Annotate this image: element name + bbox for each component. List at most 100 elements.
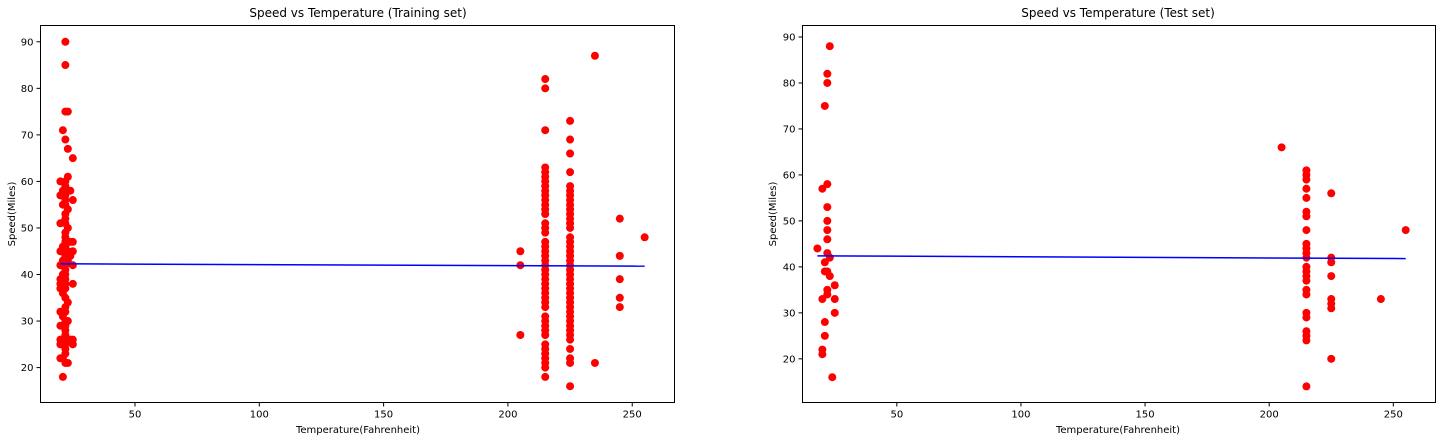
x-tick-label: 200 <box>1260 410 1279 421</box>
data-point <box>61 61 70 70</box>
regression-line <box>60 263 645 267</box>
data-point <box>541 331 550 340</box>
y-tick-label: 80 <box>783 78 796 89</box>
y-axis-label: Speed(Miles) <box>768 182 779 247</box>
data-point <box>566 358 575 367</box>
y-tick-label: 40 <box>21 270 34 281</box>
chart-training: Speed vs Temperature (Training set) 50 10… <box>7 6 675 436</box>
data-point <box>590 51 599 60</box>
data-point <box>541 210 550 218</box>
x-tick-label: 250 <box>623 410 642 421</box>
data-point <box>825 42 834 51</box>
data-point <box>541 126 550 135</box>
data-point <box>63 358 72 367</box>
chart-test: Speed vs Temperature (Test set) 50 100 150… <box>768 6 1436 436</box>
y-tick-label: 20 <box>21 363 34 374</box>
data-point <box>1327 354 1336 363</box>
data-point <box>1327 189 1336 198</box>
data-point <box>823 203 832 212</box>
y-tick-label: 90 <box>21 37 34 48</box>
data-point <box>566 168 575 177</box>
data-point <box>615 251 624 260</box>
data-point <box>1376 295 1385 304</box>
data-point <box>566 335 575 344</box>
data-point <box>823 216 832 225</box>
x-axis-label: Temperature(Fahrenheit) <box>1055 425 1180 436</box>
data-point <box>58 126 67 135</box>
data-point <box>813 244 822 253</box>
y-tick-label: 60 <box>21 177 34 188</box>
data-point <box>1302 175 1311 184</box>
data-point <box>1302 276 1311 285</box>
data-point <box>823 78 832 87</box>
data-point <box>590 358 599 367</box>
data-point <box>1327 272 1336 281</box>
data-point <box>830 308 839 317</box>
data-point <box>541 372 550 381</box>
data-point <box>640 233 649 242</box>
y-tick-label: 90 <box>783 32 796 43</box>
data-point <box>615 303 624 312</box>
x-tick-label: 50 <box>890 410 903 421</box>
data-point <box>820 101 829 110</box>
data-point <box>615 275 624 284</box>
data-point <box>68 340 77 349</box>
data-point <box>566 149 575 158</box>
plot-area: 50 100 150 200 250 20 30 40 50 60 70 80 90 <box>21 37 649 421</box>
data-point <box>823 69 832 78</box>
y-tick-label: 40 <box>783 262 796 273</box>
x-tick-label: 50 <box>129 410 142 421</box>
data-point <box>541 363 550 372</box>
data-point <box>820 258 829 267</box>
data-point <box>68 196 77 205</box>
chart-title: Speed vs Temperature (Test set) <box>1021 6 1215 20</box>
data-point <box>820 318 829 327</box>
data-point <box>61 135 70 144</box>
data-point <box>1302 226 1311 235</box>
data-point <box>63 144 72 153</box>
data-point <box>516 331 525 340</box>
plot-area: 50 100 150 200 250 20 30 40 50 60 70 80 90 <box>783 32 1410 421</box>
data-point <box>1302 336 1311 345</box>
y-tick-label: 20 <box>783 354 796 365</box>
data-point <box>1327 258 1336 267</box>
regression-line <box>817 255 1406 260</box>
data-point <box>566 382 575 391</box>
data-point <box>1302 193 1311 202</box>
data-point <box>818 184 827 193</box>
data-point <box>541 75 550 84</box>
data-point <box>820 331 829 340</box>
y-tick-label: 60 <box>783 170 796 181</box>
data-point <box>68 237 77 246</box>
data-point <box>823 235 832 244</box>
data-point <box>825 272 834 281</box>
axes-frame <box>40 25 675 403</box>
data-point <box>1302 290 1311 299</box>
data-point <box>566 116 575 125</box>
chart-title: Speed vs Temperature (Training set) <box>249 6 466 20</box>
x-tick-label: 100 <box>1011 410 1030 421</box>
data-point <box>68 261 77 270</box>
data-point <box>830 295 839 304</box>
data-point <box>68 154 77 163</box>
x-axis-label: Temperature(Fahrenheit) <box>295 425 420 436</box>
data-point <box>1327 304 1336 313</box>
data-point <box>1277 143 1286 152</box>
x-tick-label: 150 <box>1136 410 1155 421</box>
y-tick-label: 30 <box>21 317 34 328</box>
data-point <box>1302 184 1311 193</box>
data-point <box>823 226 832 235</box>
data-point <box>58 372 67 381</box>
y-tick-label: 30 <box>783 308 796 319</box>
data-point <box>828 373 837 382</box>
data-point <box>63 107 72 116</box>
data-point <box>541 228 550 237</box>
data-point <box>1302 313 1311 322</box>
data-point <box>566 135 575 144</box>
data-point <box>541 84 550 93</box>
data-point <box>541 303 550 312</box>
axes-frame <box>802 25 1436 403</box>
data-point <box>818 350 827 359</box>
data-point <box>516 247 525 256</box>
